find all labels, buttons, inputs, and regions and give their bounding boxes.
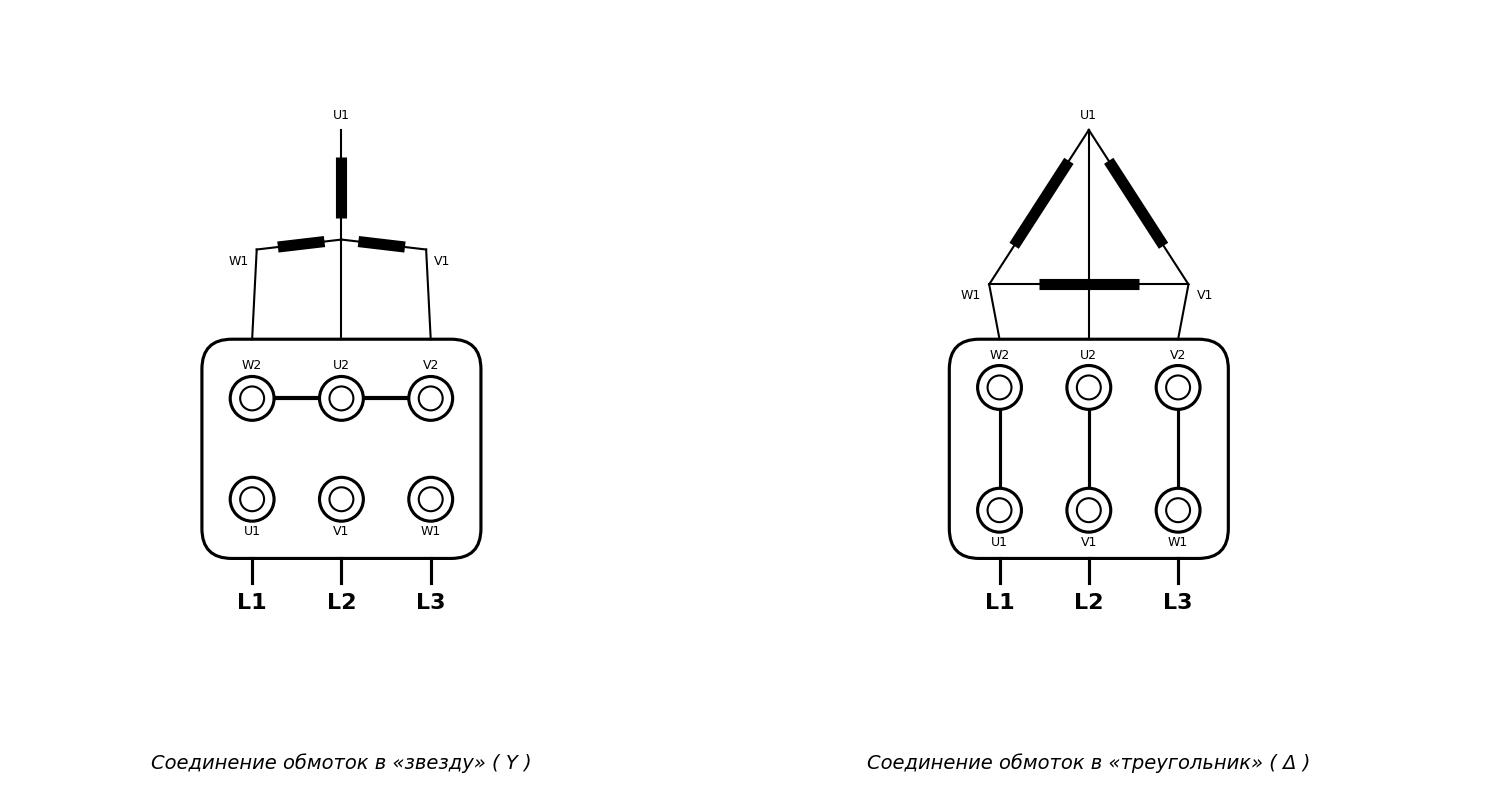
Circle shape bbox=[1166, 499, 1190, 523]
Text: W1: W1 bbox=[228, 255, 249, 268]
FancyBboxPatch shape bbox=[950, 340, 1228, 559]
Text: U1: U1 bbox=[333, 109, 350, 122]
Text: W2: W2 bbox=[242, 360, 262, 372]
Text: W1: W1 bbox=[420, 525, 441, 539]
Circle shape bbox=[987, 376, 1011, 400]
Text: L3: L3 bbox=[1164, 594, 1192, 614]
Circle shape bbox=[1166, 376, 1190, 400]
Text: L2: L2 bbox=[1074, 594, 1104, 614]
Circle shape bbox=[240, 387, 264, 411]
Circle shape bbox=[410, 376, 453, 420]
Circle shape bbox=[240, 487, 264, 511]
Circle shape bbox=[1156, 488, 1200, 532]
Text: W1: W1 bbox=[1168, 536, 1188, 549]
Text: V2: V2 bbox=[423, 360, 439, 372]
Circle shape bbox=[1077, 499, 1101, 523]
Text: V1: V1 bbox=[1197, 289, 1214, 302]
Circle shape bbox=[330, 387, 354, 411]
Text: U1: U1 bbox=[1080, 109, 1098, 122]
Text: L3: L3 bbox=[416, 594, 446, 614]
Circle shape bbox=[1066, 365, 1110, 409]
Text: Соединение обмоток в «звезду» ( Y ): Соединение обмоток в «звезду» ( Y ) bbox=[152, 753, 531, 773]
Text: U1: U1 bbox=[243, 525, 261, 539]
Text: W2: W2 bbox=[990, 348, 1010, 361]
Circle shape bbox=[419, 487, 442, 511]
Circle shape bbox=[320, 376, 363, 420]
Circle shape bbox=[1077, 376, 1101, 400]
Text: L2: L2 bbox=[327, 594, 356, 614]
Circle shape bbox=[330, 487, 354, 511]
Circle shape bbox=[1066, 488, 1110, 532]
Text: U1: U1 bbox=[992, 536, 1008, 549]
Circle shape bbox=[978, 365, 1022, 409]
Text: V2: V2 bbox=[1170, 348, 1186, 361]
FancyBboxPatch shape bbox=[202, 340, 482, 559]
Circle shape bbox=[230, 376, 274, 420]
Circle shape bbox=[320, 477, 363, 521]
Circle shape bbox=[1156, 365, 1200, 409]
Text: V1: V1 bbox=[1080, 536, 1096, 549]
Text: U2: U2 bbox=[1080, 348, 1098, 361]
Text: W1: W1 bbox=[962, 289, 981, 302]
Circle shape bbox=[419, 387, 442, 411]
Text: L1: L1 bbox=[237, 594, 267, 614]
Text: U2: U2 bbox=[333, 360, 350, 372]
Text: V1: V1 bbox=[333, 525, 350, 539]
Circle shape bbox=[230, 477, 274, 521]
Text: Соединение обмоток в «треугольник» ( Δ ): Соединение обмоток в «треугольник» ( Δ ) bbox=[867, 753, 1311, 773]
Circle shape bbox=[978, 488, 1022, 532]
Circle shape bbox=[410, 477, 453, 521]
Text: L1: L1 bbox=[984, 594, 1014, 614]
Text: V1: V1 bbox=[433, 255, 450, 268]
Circle shape bbox=[987, 499, 1011, 523]
